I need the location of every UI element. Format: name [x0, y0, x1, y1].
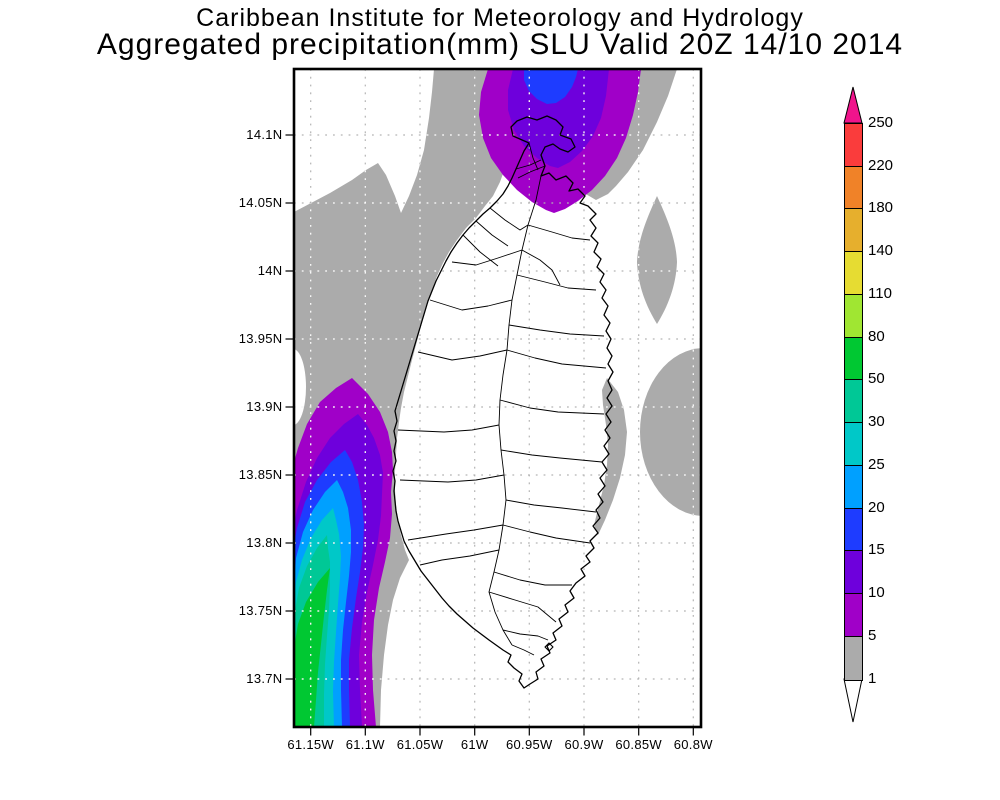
colorbar-segment	[844, 635, 863, 681]
colorbar-tick-label: 250	[868, 114, 894, 131]
colorbar-segment	[844, 208, 863, 254]
colorbar-segment	[844, 165, 863, 211]
field-white-hole	[294, 349, 306, 425]
colorbar-tick-label: 220	[868, 156, 894, 174]
lon-tick-label: 61.15W	[287, 737, 334, 752]
map-frame	[292, 67, 703, 729]
offshore-islet	[544, 642, 554, 652]
page-subtitle: Aggregated precipitation(mm) SLU Valid 2…	[96, 28, 904, 61]
colorbar-segment	[844, 336, 863, 382]
lat-tick-label: 14.05N	[238, 195, 283, 210]
saint-lucia-island	[392, 115, 614, 689]
lat-tick-label: 13.7N	[246, 671, 283, 686]
contour-50mm-west	[294, 568, 330, 727]
lon-tick-label: 61W	[460, 737, 489, 752]
lat-tick-label: 13.75N	[238, 603, 283, 618]
colorbar-tick-label: 30	[868, 413, 885, 431]
colorbar-tick-label: 50	[868, 370, 885, 388]
lat-tick-label: 13.8N	[246, 535, 283, 550]
lat-tick-label: 14.1N	[246, 127, 283, 142]
colorbar-segment	[844, 293, 863, 339]
colorbar-tick-label: 1	[868, 669, 877, 687]
colorbar-segment	[844, 251, 863, 296]
colorbar-tick-label: 180	[868, 199, 894, 217]
colorbar-segment	[844, 422, 863, 467]
page-title: Caribbean Institute for Meteorology and …	[196, 4, 804, 32]
colorbar-tick-label: 5	[868, 626, 877, 644]
lat-tick-label: 14N	[257, 263, 283, 278]
colorbar-segment	[844, 507, 863, 553]
lat-tick-label: 13.85N	[238, 467, 283, 482]
colorbar-tick-label: 25	[868, 455, 885, 473]
colorbar-segment	[844, 593, 863, 638]
lon-tick-label: 60.8W	[673, 737, 713, 752]
watershed-boundaries	[397, 142, 607, 656]
lon-tick-label: 60.9W	[564, 737, 604, 752]
contour-15mm-north	[524, 69, 578, 104]
colorbar-segment	[844, 464, 863, 510]
field-gray-blob-southeast	[640, 348, 701, 516]
coastline	[392, 115, 614, 689]
colorbar-below-min-arrow	[843, 678, 863, 723]
lon-tick-label: 61.1W	[345, 737, 385, 752]
colorbar-segment	[844, 379, 863, 425]
colorbar-segment	[844, 550, 863, 596]
colorbar-segment	[844, 123, 863, 168]
colorbar-tick-label: 110	[868, 284, 892, 302]
colorbar-tick-label: 20	[868, 498, 885, 516]
field-gray-coastal-strip	[594, 378, 627, 535]
lon-tick-label: 61.05W	[396, 737, 444, 752]
colorbar-tick-label: 140	[868, 242, 894, 260]
axis-ticks	[285, 134, 694, 736]
colorbar-tick-label: 80	[868, 327, 885, 345]
lat-tick-label: 13.9N	[246, 399, 283, 414]
colorbar-tick-label: 15	[868, 541, 885, 559]
colorbar-above-max-arrow	[843, 86, 863, 124]
colorbar-tick-label: 10	[868, 584, 885, 602]
field-gray-mass	[294, 69, 677, 727]
field-gray-blob-east	[637, 196, 677, 324]
lon-tick-label: 60.85W	[615, 737, 662, 752]
lon-tick-label: 60.95W	[505, 737, 553, 752]
lat-tick-label: 13.95N	[238, 331, 283, 346]
